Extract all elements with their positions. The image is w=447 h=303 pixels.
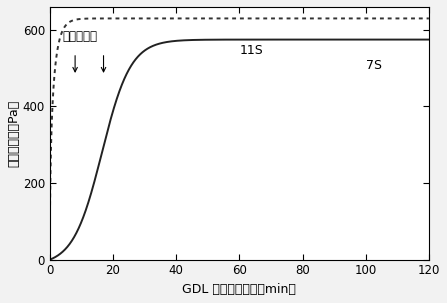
Text: ゲル化時間: ゲル化時間 — [63, 30, 97, 43]
Y-axis label: 動的弾性率（Pa）: 動的弾性率（Pa） — [7, 100, 20, 167]
X-axis label: GDL 添加後の時間（min）: GDL 添加後の時間（min） — [182, 283, 296, 296]
Text: 11S: 11S — [239, 44, 263, 57]
Text: 7S: 7S — [366, 59, 382, 72]
